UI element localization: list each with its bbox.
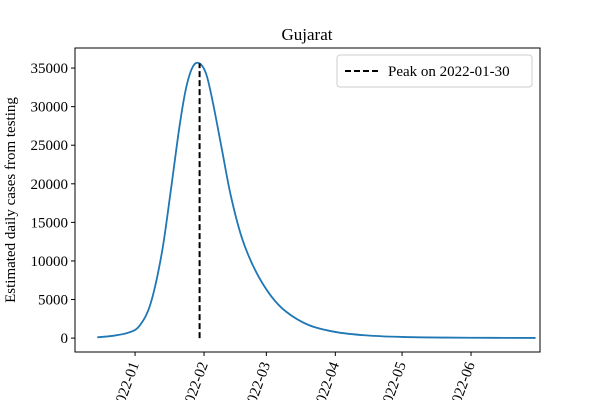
legend-box [336,54,533,88]
y-tick-label: 20000 [31,177,69,193]
y-tick-label: 35000 [31,61,69,77]
y-axis-label: Estimated daily cases from testing [3,97,19,303]
series-line-0 [97,61,536,339]
y-tick-label: 25000 [31,138,69,154]
y-tick-label: 30000 [31,100,69,116]
axes: 0 5000 10000 15000 20000 25000 30000 35000 2022-… [31,47,541,400]
y-tick-label: 10000 [31,254,69,270]
legend-label: Peak on 2022-01-30 [388,64,510,80]
x-tick-label: 2022-05 [378,360,410,400]
plot-area [97,61,536,339]
y-tick-label: 0 [61,331,69,347]
chart-title: Gujarat [282,25,333,44]
legend: Peak on 2022-01-30 [336,54,533,88]
y-tick-label: 5000 [38,293,68,309]
y-tick-label: 15000 [31,215,69,231]
x-tick-label: 2022-01 [111,360,143,400]
axes-frame [74,47,541,353]
x-tick-label: 2022-06 [447,359,479,400]
x-tick-label: 2022-03 [242,360,274,400]
x-tick-label: 2022-04 [311,359,343,400]
x-tick-label: 2022-02 [180,360,212,400]
